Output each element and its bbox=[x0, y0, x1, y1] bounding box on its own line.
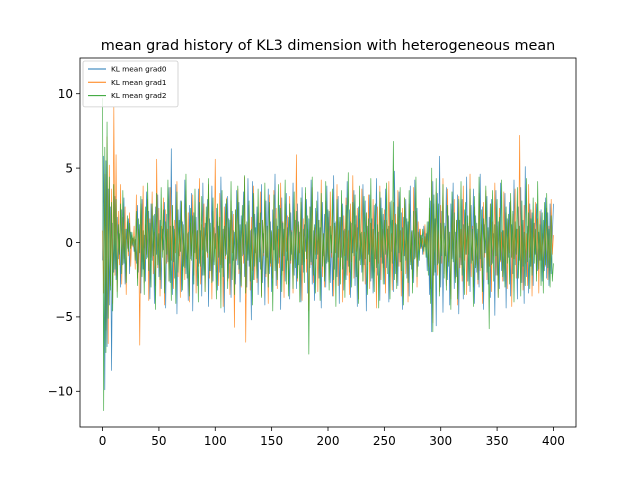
x-tick-label-1: 50 bbox=[151, 434, 166, 448]
legend-label-0: KL mean grad0 bbox=[111, 65, 167, 74]
chart-title: mean grad history of KL3 dimension with … bbox=[101, 38, 556, 54]
x-tick-label-4: 200 bbox=[317, 434, 340, 448]
x-tick-label-5: 250 bbox=[373, 434, 396, 448]
x-tick-label-3: 150 bbox=[260, 434, 283, 448]
y-tick-label-3: 5 bbox=[65, 161, 73, 175]
x-tick-label-0: 0 bbox=[99, 434, 107, 448]
x-tick-label-8: 400 bbox=[542, 434, 565, 448]
y-tick-label-4: 10 bbox=[58, 87, 73, 101]
y-tick-label-0: −10 bbox=[48, 385, 73, 399]
legend-label-2: KL mean grad2 bbox=[111, 91, 167, 100]
x-tick-label-6: 300 bbox=[429, 434, 452, 448]
y-tick-label-2: 0 bbox=[65, 236, 73, 250]
y-tick-label-1: −5 bbox=[55, 310, 73, 324]
x-tick-label-7: 350 bbox=[486, 434, 509, 448]
legend: KL mean grad0 KL mean grad1 KL mean grad2 bbox=[83, 61, 178, 107]
legend-label-1: KL mean grad1 bbox=[111, 78, 167, 87]
x-tick-label-2: 100 bbox=[204, 434, 227, 448]
plot-area bbox=[80, 58, 576, 427]
